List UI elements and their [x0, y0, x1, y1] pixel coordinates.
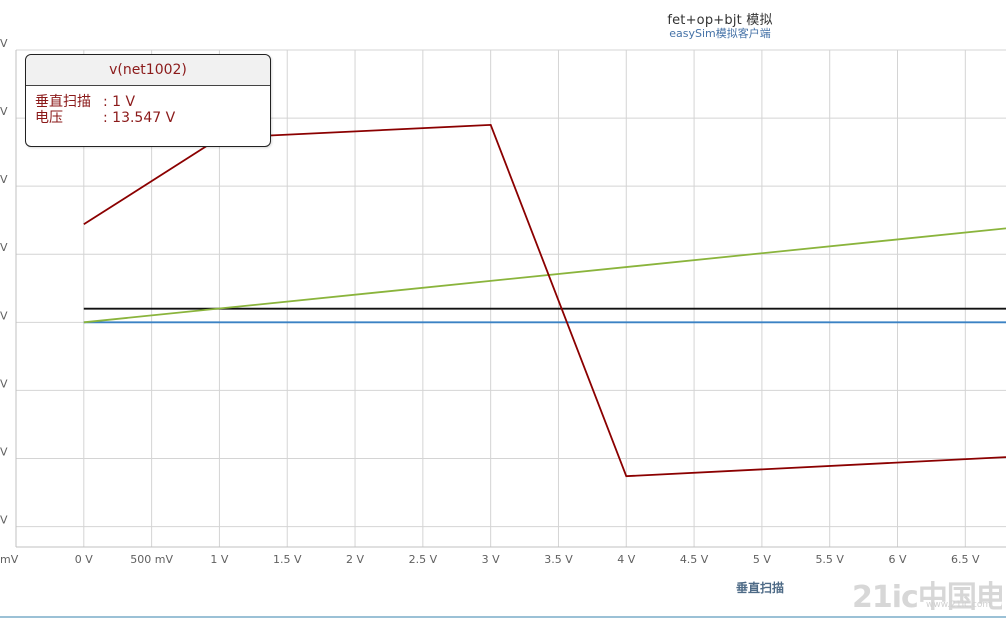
- tooltip-x-value: : 1 V: [103, 94, 136, 110]
- tooltip-row-y: 电压 : 13.547 V: [35, 110, 270, 126]
- bottom-border: [0, 616, 1006, 618]
- tooltip-series-name: v(net1002): [26, 55, 270, 86]
- x-tick-label-0: mV: [0, 553, 19, 566]
- y-tick-label-4: V: [0, 309, 8, 322]
- x-tick-label-4: 1.5 V: [273, 553, 302, 566]
- chart-title: fet+op+bjt 模拟: [667, 13, 773, 28]
- watermark-text: 21ic中国电子网: [852, 580, 1002, 612]
- x-tick-label-7: 3 V: [482, 553, 500, 566]
- y-tick-label-2: V: [0, 173, 8, 186]
- series-line-1: [83, 227, 1006, 324]
- watermark-logo: 21ic中国电子网 www.21ic.com: [852, 572, 1002, 612]
- x-tick-label-6: 2.5 V: [409, 553, 438, 566]
- x-tick-label-3: 1 V: [210, 553, 228, 566]
- y-tick-label-1: V: [0, 105, 8, 118]
- x-tick-label-9: 4 V: [617, 553, 635, 566]
- series-line-0: [83, 123, 1006, 478]
- x-tick-label-13: 6 V: [888, 553, 906, 566]
- x-axis-label: 垂直扫描: [735, 581, 784, 595]
- y-tick-label-6: V: [0, 445, 8, 458]
- x-tick-label-10: 4.5 V: [680, 553, 709, 566]
- tooltip-body: 垂直扫描 : 1 V 电压 : 13.547 V: [26, 86, 270, 126]
- x-tick-label-8: 3.5 V: [544, 553, 573, 566]
- tooltip-row-x: 垂直扫描 : 1 V: [35, 94, 270, 110]
- x-tick-label-5: 2 V: [346, 553, 364, 566]
- x-tick-label-11: 5 V: [753, 553, 771, 566]
- tooltip-y-value: : 13.547 V: [103, 110, 176, 126]
- x-tick-label-12: 5.5 V: [815, 553, 844, 566]
- data-tooltip: v(net1002) 垂直扫描 : 1 V 电压 : 13.547 V: [25, 54, 271, 147]
- x-tick-label-14: 6.5 V: [951, 553, 980, 566]
- y-tick-label-7: V: [0, 514, 8, 527]
- x-tick-label-1: 0 V: [75, 553, 93, 566]
- watermark-url: www.21ic.com: [926, 600, 992, 610]
- x-tick-label-2: 500 mV: [130, 553, 173, 566]
- y-tick-label-5: V: [0, 377, 8, 390]
- y-tick-label-3: V: [0, 241, 8, 254]
- y-tick-label-0: V: [0, 37, 8, 50]
- tooltip-y-key: 电压: [35, 110, 63, 126]
- chart-subtitle: easySim模拟客户端: [669, 27, 771, 40]
- tooltip-x-key: 垂直扫描: [35, 94, 91, 110]
